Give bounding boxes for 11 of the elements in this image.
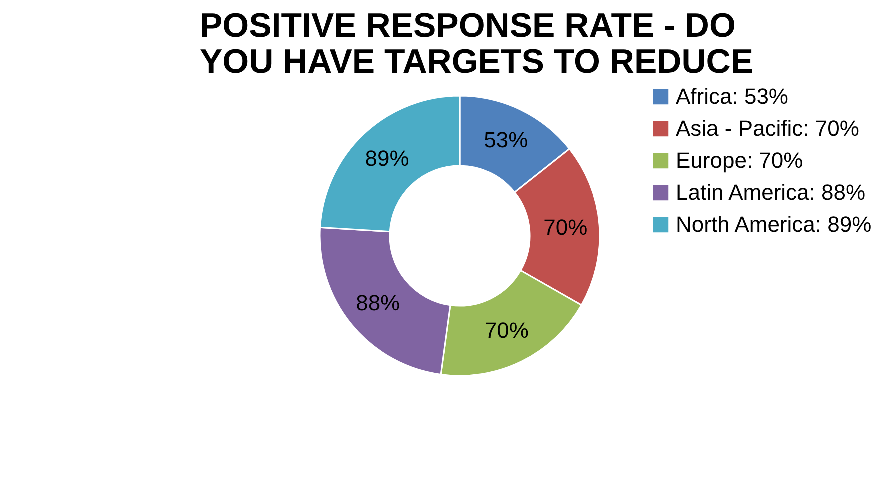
legend-label: Asia - Pacific: 70% (676, 116, 860, 141)
chart-title: POSITIVE RESPONSE RATE - DO YOU HAVE TARGETS TO REDUCE (200, 7, 754, 81)
data-label: 88% (356, 290, 400, 316)
legend-label: Latin America: 88% (676, 180, 866, 205)
data-label: 70% (544, 214, 588, 240)
data-label: 89% (365, 146, 410, 171)
data-label: 70% (484, 318, 529, 344)
legend-label: Africa: 53% (676, 84, 788, 109)
data-label: 53% (484, 128, 528, 153)
legend-label: Europe: 70% (676, 148, 804, 173)
legend-label: North America: 89% (676, 212, 872, 237)
